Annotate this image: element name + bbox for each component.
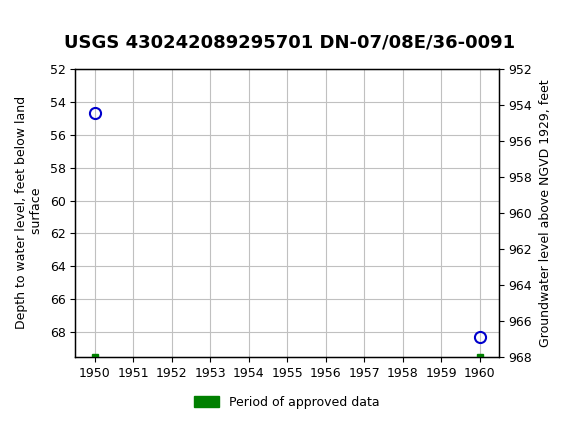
Text: USGS 430242089295701 DN-07/08E/36-0091: USGS 430242089295701 DN-07/08E/36-0091 [64,34,516,52]
Y-axis label: Groundwater level above NGVD 1929, feet: Groundwater level above NGVD 1929, feet [539,79,552,347]
Y-axis label: Depth to water level, feet below land
 surface: Depth to water level, feet below land su… [14,96,43,329]
Legend: Period of approved data: Period of approved data [189,391,385,414]
Text: ≡USGS: ≡USGS [6,16,72,36]
